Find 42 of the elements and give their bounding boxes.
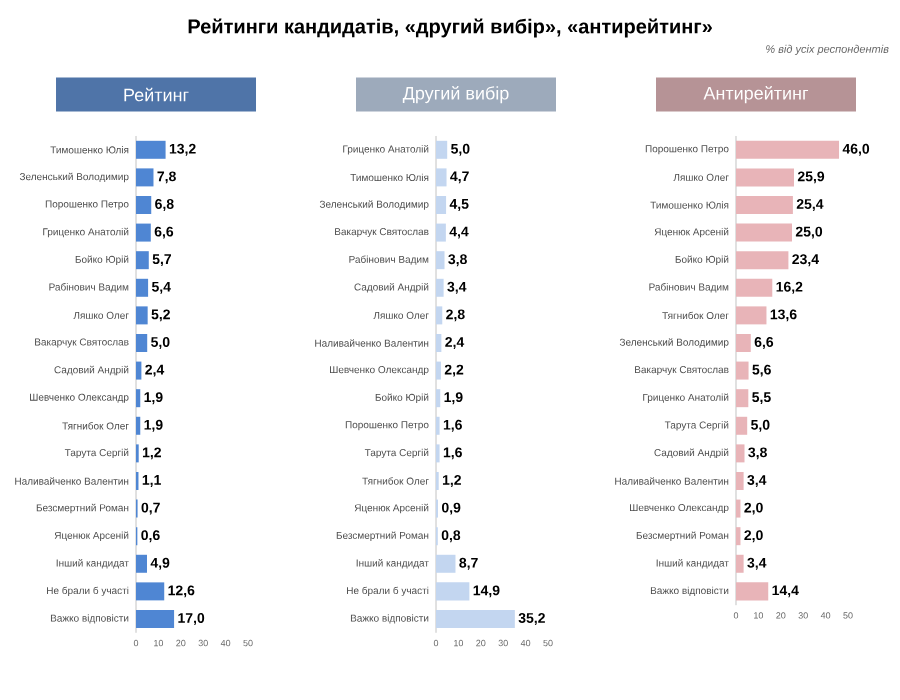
bar — [136, 168, 154, 187]
bar — [736, 416, 748, 435]
bar — [136, 306, 148, 325]
bar — [736, 554, 744, 573]
bar — [736, 444, 745, 463]
bar — [136, 609, 175, 628]
bar — [736, 195, 793, 214]
bar — [436, 168, 447, 187]
bar — [736, 140, 840, 159]
bar — [736, 306, 767, 325]
bar — [736, 223, 792, 242]
bar — [436, 554, 456, 573]
bar — [436, 333, 442, 352]
bar — [136, 582, 165, 601]
bar — [736, 471, 744, 490]
chart-title: Антирейтинг — [703, 86, 809, 104]
bar — [136, 333, 148, 352]
chart-title: Рейтинг — [124, 87, 189, 102]
bar — [136, 140, 166, 159]
bar — [736, 278, 773, 297]
bar — [136, 278, 149, 297]
bar — [436, 140, 448, 159]
bar — [136, 361, 142, 380]
bar — [736, 582, 769, 601]
bar — [136, 195, 152, 214]
bar — [736, 251, 789, 270]
bar — [436, 306, 443, 325]
bar — [436, 195, 447, 214]
bar — [436, 582, 470, 601]
bar — [736, 361, 749, 380]
bar — [736, 168, 795, 187]
bar — [736, 333, 751, 352]
bar — [136, 223, 151, 242]
bar — [436, 223, 446, 242]
bar — [136, 251, 149, 270]
bar — [136, 554, 147, 573]
bar — [736, 389, 749, 408]
text: Рейтинги кандидатів, «другий вибір», «антирейтинг» — [188, 18, 712, 38]
bar — [436, 251, 445, 270]
bar — [436, 278, 444, 297]
bar — [436, 609, 515, 628]
chart-title: Другий вибір — [402, 86, 509, 104]
